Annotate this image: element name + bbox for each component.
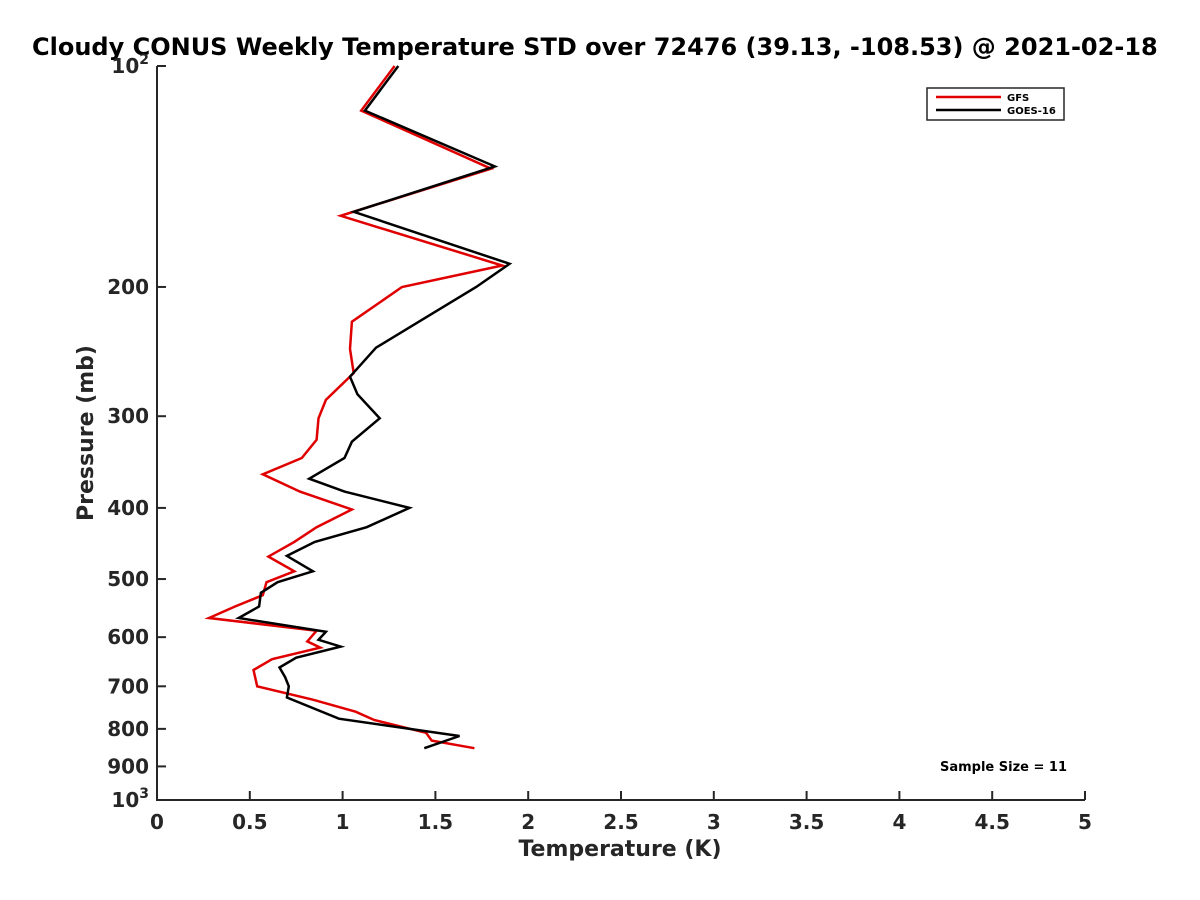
x-tick-label: 0.5 (232, 810, 267, 834)
y-tick-label: 400 (107, 496, 149, 520)
x-tick-label: 2.5 (603, 810, 638, 834)
x-tick-label: 0 (150, 810, 164, 834)
x-ticks: 0 0.5 1 1.5 2 2.5 3 3.5 4 4.5 5 (150, 791, 1092, 834)
x-tick-label: 5 (1078, 810, 1092, 834)
x-tick-label: 4.5 (974, 810, 1009, 834)
y-axis-label: Pressure (mb) (74, 345, 99, 521)
x-axis-label: Temperature (K) (518, 837, 721, 862)
y-tick-label: 200 (107, 275, 149, 299)
y-tick-label: 600 (107, 625, 149, 649)
chart-title: Cloudy CONUS Weekly Temperature STD over… (32, 33, 1158, 61)
y-tick-label: 500 (107, 567, 149, 591)
x-tick-label: 1 (336, 810, 350, 834)
legend-label: GOES-16 (1007, 106, 1056, 117)
y-ticks: 102 200 300 400 500 600 700 800 900 103 (107, 52, 166, 812)
y-tick-label: 103 (111, 786, 149, 812)
y-tick-label: 102 (111, 52, 149, 78)
y-tick-label: 900 (107, 754, 149, 778)
series-line-gfs (204, 65, 508, 750)
plot-axes (156, 66, 1085, 801)
legend-label: GFS (1007, 93, 1029, 104)
y-tick-label: 300 (107, 404, 149, 428)
legend-box (926, 87, 1065, 121)
y-tick-label: 700 (107, 674, 149, 698)
plot-series (204, 65, 513, 750)
sample-size-annotation: Sample Size = 11 (940, 760, 1067, 775)
x-tick-label: 3.5 (789, 810, 824, 834)
x-tick-label: 3 (707, 810, 721, 834)
legend: GFS GOES-16 (926, 87, 1065, 121)
y-tick-label: 800 (107, 717, 149, 741)
x-tick-label: 4 (892, 810, 906, 834)
x-tick-label: 2 (521, 810, 535, 834)
series-line-goes-16 (234, 65, 513, 750)
x-tick-label: 1.5 (418, 810, 453, 834)
